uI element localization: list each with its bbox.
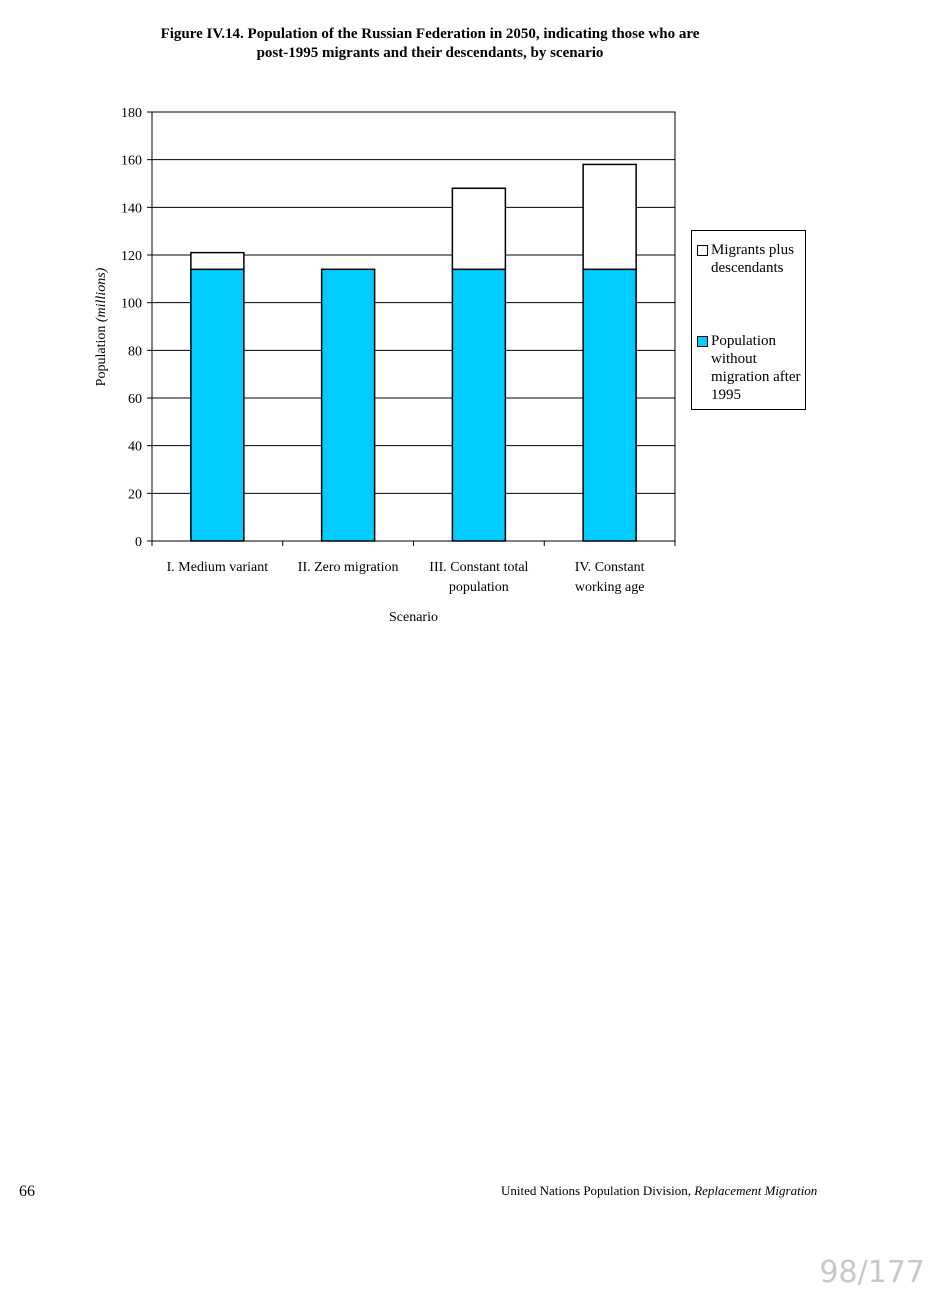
y-axis-label-unit: (millions) xyxy=(94,267,109,322)
chart-legend: Migrants plus descendants Population wit… xyxy=(691,230,806,410)
legend-label: 1995 xyxy=(711,387,741,403)
legend-item-migrants: Migrants plus descendants xyxy=(697,241,809,277)
figure-title-line-1: Figure IV.14. Population of the Russian … xyxy=(160,26,700,42)
y-tick-label: 180 xyxy=(121,106,142,121)
legend-label: without xyxy=(711,351,757,367)
bar-segment-population xyxy=(320,268,376,542)
x-tick-label: working age xyxy=(575,580,645,595)
x-axis-label: Scenario xyxy=(389,610,438,625)
x-tick-label: IV. Constant xyxy=(575,560,645,575)
y-tick-label: 140 xyxy=(121,201,142,216)
y-tick-label: 20 xyxy=(128,487,142,502)
bars xyxy=(190,163,637,542)
footer-source: United Nations Population Division, Repl… xyxy=(501,1183,817,1199)
page-counter: 98/177 xyxy=(819,1255,925,1290)
figure-title-line-2: post-1995 migrants and their descendants… xyxy=(256,45,604,61)
legend-label: Migrants plus xyxy=(711,242,794,258)
bar-segment-migrants xyxy=(582,163,637,271)
y-axis-label: Population (millions) xyxy=(94,267,109,386)
bar-chart: 0 20 40 60 80 100 120 140 160 180 I. Medium varian… xyxy=(94,106,676,625)
x-tick-label: II. Zero migration xyxy=(298,560,399,575)
x-tick-label: III. Constant total xyxy=(429,560,528,575)
figure-title: Figure IV.14. Population of the Russian … xyxy=(60,25,800,63)
footer-source-title: Replacement Migration xyxy=(694,1183,818,1198)
bar-segment-migrants xyxy=(190,251,245,271)
legend-label: descendants xyxy=(711,260,784,276)
y-tick-label: 120 xyxy=(121,249,142,264)
x-tick-label: population xyxy=(449,580,509,595)
legend-swatch-population xyxy=(697,336,708,347)
legend-label: Population xyxy=(711,333,777,349)
y-tick-label: 160 xyxy=(121,154,142,169)
legend-swatch-migrants xyxy=(697,245,708,256)
x-tick-label: I. Medium variant xyxy=(167,560,269,575)
bar-segment-migrants xyxy=(451,187,507,271)
y-tick-label: 100 xyxy=(121,297,142,312)
axes xyxy=(147,111,676,546)
page-number: 66 xyxy=(19,1183,35,1200)
footer-source-text: United Nations Population Division, xyxy=(501,1183,691,1198)
bar-segment-population xyxy=(451,268,507,542)
y-tick-label: 80 xyxy=(128,344,142,359)
y-tick-label: 0 xyxy=(135,535,142,550)
legend-label: migration after xyxy=(711,369,801,385)
bar-segment-population xyxy=(582,268,637,542)
legend-item-population: Population without migration after 1995 xyxy=(697,332,809,404)
y-tick-label: 60 xyxy=(128,392,142,407)
axis-labels: 0 20 40 60 80 100 120 140 160 180 I. Medium varian… xyxy=(94,106,645,625)
y-tick-label: 40 xyxy=(128,440,142,455)
bar-segment-population xyxy=(190,268,245,542)
